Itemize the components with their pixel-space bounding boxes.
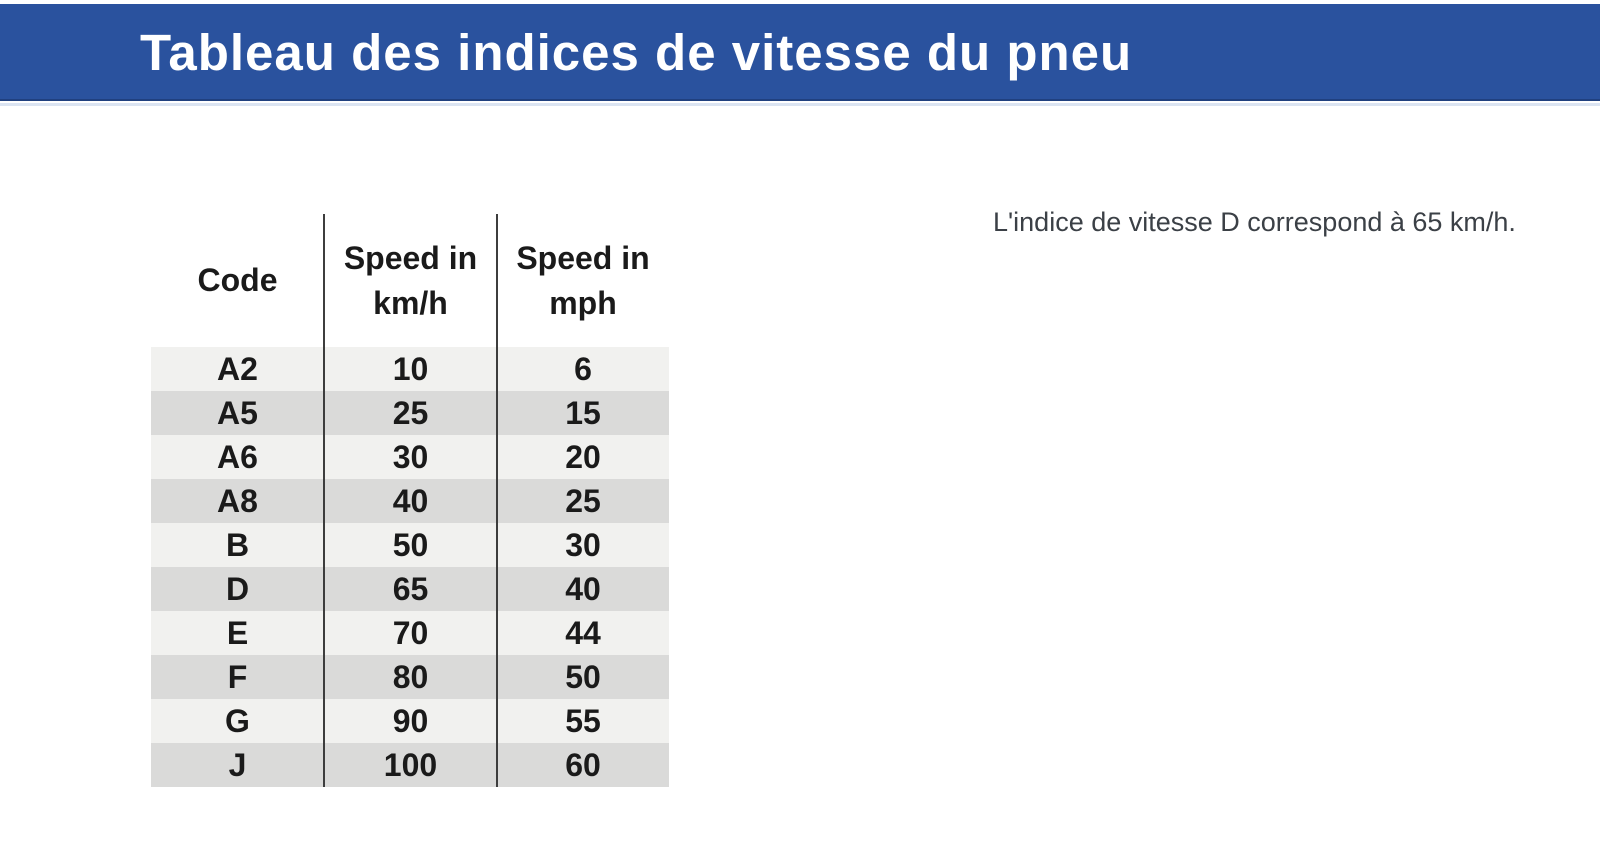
table-row: A6 30 20 [151, 435, 669, 479]
table-row: G 90 55 [151, 699, 669, 743]
table-body: A2 10 6 A5 25 15 A6 30 20 A8 40 25 B 50 [151, 347, 669, 787]
table-row: E 70 44 [151, 611, 669, 655]
cell-speed-kmh: 70 [392, 615, 429, 651]
note-text: L'indice de vitesse D correspond à 65 km… [993, 207, 1516, 237]
banner-underline [0, 103, 1600, 106]
cell-speed-mph: 6 [574, 351, 592, 387]
title-banner: Tableau des indices de vitesse du pneu [0, 4, 1600, 101]
table-row: A8 40 25 [151, 479, 669, 523]
table-row: J 100 60 [151, 743, 669, 787]
cell-speed-mph: 44 [565, 615, 601, 651]
cell-code: A6 [217, 439, 258, 475]
cell-code: G [225, 703, 250, 739]
cell-code: J [228, 747, 247, 783]
cell-speed-mph: 25 [565, 483, 601, 519]
cell-code: A5 [217, 395, 258, 431]
cell-speed-kmh: 90 [392, 703, 429, 739]
cell-speed-mph: 15 [565, 395, 601, 431]
cell-code: B [225, 527, 250, 563]
cell-code: E [226, 615, 249, 651]
cell-code: F [227, 659, 248, 695]
table-row: B 50 30 [151, 523, 669, 567]
cell-speed-kmh: 65 [392, 571, 429, 607]
cell-speed-mph: 30 [565, 527, 601, 563]
cell-speed-mph: 20 [565, 439, 601, 475]
column-divider [323, 214, 325, 787]
column-header-speed-mph: Speed in mph [497, 214, 669, 347]
column-header-speed-kmh: Speed in km/h [324, 214, 497, 347]
cell-speed-kmh: 30 [392, 439, 429, 475]
table-row: A5 25 15 [151, 391, 669, 435]
page-title: Tableau des indices de vitesse du pneu [140, 24, 1133, 81]
cell-code: A8 [217, 483, 258, 519]
cell-speed-kmh: 10 [392, 351, 429, 387]
cell-speed-mph: 50 [565, 659, 601, 695]
column-header-code: Code [151, 214, 324, 347]
cell-speed-mph: 55 [565, 703, 601, 739]
cell-code: A2 [217, 351, 258, 387]
cell-speed-mph: 40 [565, 571, 601, 607]
cell-speed-mph: 60 [565, 747, 601, 783]
table-row: A2 10 6 [151, 347, 669, 391]
speed-index-table: Code Speed in km/h Speed in mph A2 10 6 … [151, 214, 669, 787]
column-divider [496, 214, 498, 787]
cell-speed-kmh: 80 [392, 659, 429, 695]
table-row: F 80 50 [151, 655, 669, 699]
cell-speed-kmh: 100 [383, 747, 438, 783]
cell-speed-kmh: 50 [392, 527, 429, 563]
table-row: D 65 40 [151, 567, 669, 611]
table-header-row: Code Speed in km/h Speed in mph [151, 214, 669, 347]
cell-speed-kmh: 25 [392, 395, 429, 431]
cell-speed-kmh: 40 [392, 483, 429, 519]
cell-code: D [225, 571, 250, 607]
